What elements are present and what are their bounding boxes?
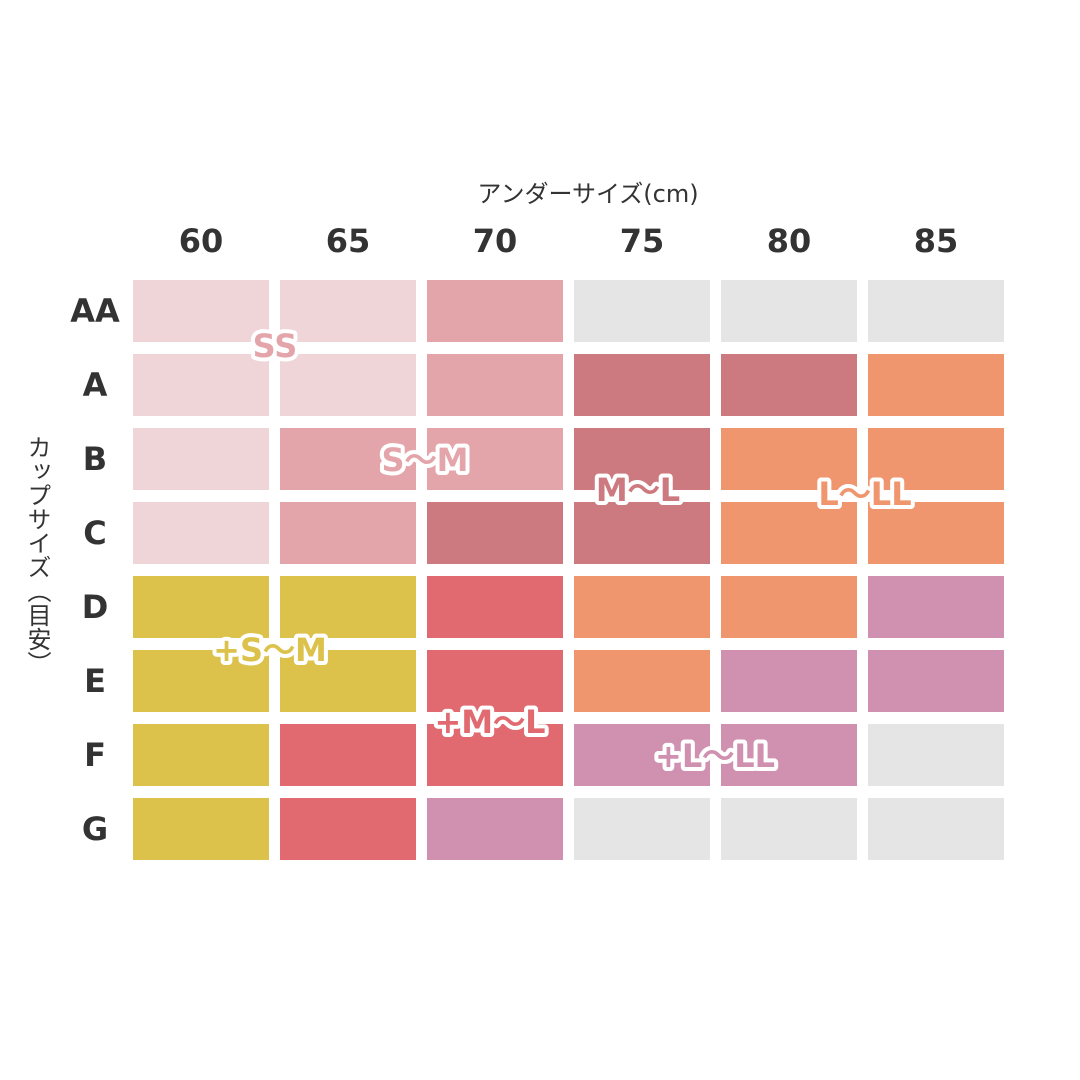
x-axis-title: アンダーサイズ(cm) [477, 180, 698, 208]
cell [280, 354, 416, 416]
cell [574, 428, 710, 490]
cell [427, 798, 563, 860]
cell [574, 280, 710, 342]
row-label: A [83, 366, 108, 404]
group-label: L〜LL [818, 475, 911, 513]
row-label: G [82, 810, 108, 848]
row-label: C [83, 514, 106, 552]
cell [427, 724, 563, 786]
cell [721, 798, 857, 860]
row-label: F [84, 736, 106, 774]
cell [868, 798, 1004, 860]
group-label: SS [253, 327, 298, 365]
cell [133, 576, 269, 638]
cell [868, 354, 1004, 416]
row-label: B [83, 440, 107, 478]
cell [280, 280, 416, 342]
cell [427, 576, 563, 638]
cell [427, 428, 563, 490]
cell [574, 650, 710, 712]
cell [574, 576, 710, 638]
row-label: D [82, 588, 109, 626]
column-label: 80 [767, 222, 812, 260]
column-label: 75 [620, 222, 665, 260]
cell [133, 798, 269, 860]
cell [868, 280, 1004, 342]
cell [280, 502, 416, 564]
cell [280, 798, 416, 860]
cell [133, 502, 269, 564]
cell [721, 576, 857, 638]
group-label: +S〜M [213, 631, 327, 669]
cell [868, 650, 1004, 712]
row-label: E [84, 662, 106, 700]
cell [133, 354, 269, 416]
cell [721, 354, 857, 416]
column-label: 70 [473, 222, 518, 260]
cell [280, 576, 416, 638]
cell [721, 502, 857, 564]
cell [868, 502, 1004, 564]
cell [868, 576, 1004, 638]
cell [133, 724, 269, 786]
cell [427, 650, 563, 712]
cell [280, 428, 416, 490]
group-label: +L〜LL [655, 737, 775, 775]
column-label: 85 [914, 222, 959, 260]
cell [721, 724, 857, 786]
row-label: AA [70, 292, 120, 330]
cell [868, 724, 1004, 786]
cell [574, 798, 710, 860]
cell [133, 650, 269, 712]
group-label: S〜M [382, 441, 469, 479]
cell [574, 502, 710, 564]
y-axis-title: カップサイズ（目安） [23, 435, 51, 675]
group-label: M〜L [596, 471, 680, 509]
column-label: 65 [326, 222, 371, 260]
column-label: 60 [179, 222, 224, 260]
cell [133, 280, 269, 342]
cell [868, 428, 1004, 490]
cell [280, 724, 416, 786]
cell [721, 428, 857, 490]
cell [721, 650, 857, 712]
cell [574, 354, 710, 416]
cell [427, 280, 563, 342]
cell [427, 502, 563, 564]
cell [133, 428, 269, 490]
cell [721, 280, 857, 342]
cell [280, 650, 416, 712]
cell [574, 724, 710, 786]
group-label: +M〜L [434, 703, 545, 741]
cell [427, 354, 563, 416]
